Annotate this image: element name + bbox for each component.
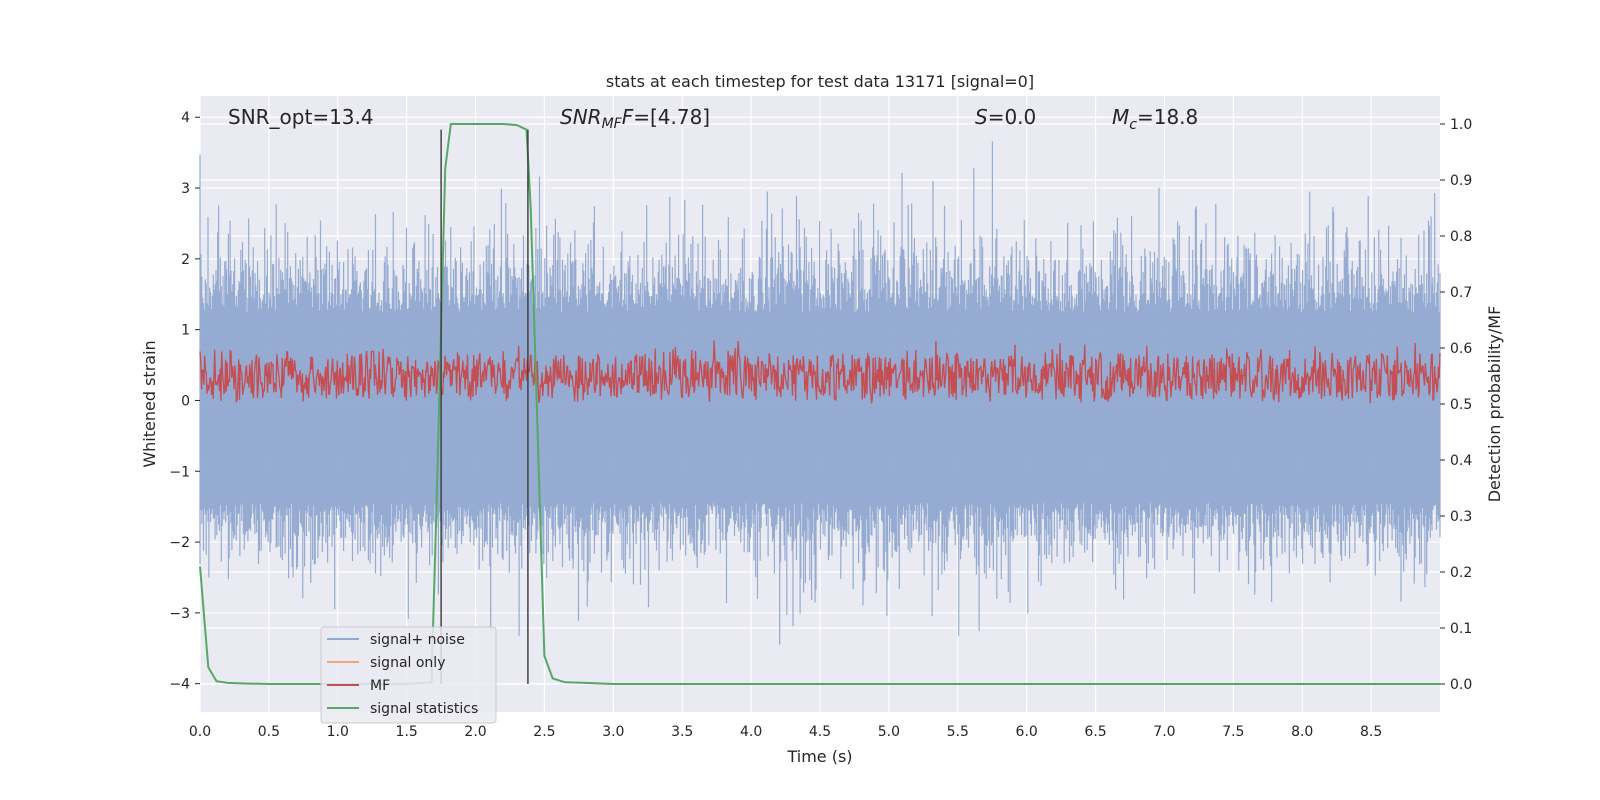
legend-label-signal-noise: signal+ noise: [370, 632, 465, 648]
y-right-tick-label-7: 0.3: [1450, 509, 1472, 525]
y-left-tick-label-0: 4: [181, 110, 190, 126]
y-right-tick-label-1: 0.9: [1450, 173, 1472, 189]
y-axis-right-ticks: 1.0 0.9 0.8 0.7 0.6 0.5 0.4 0.3 0.2 0.1 0.0: [1440, 117, 1472, 693]
x-tick-label-13: 6.5: [1084, 724, 1106, 740]
y-left-tick-label-5: −1: [169, 464, 190, 480]
y-left-tick-label-7: −3: [169, 606, 190, 622]
y-left-tick-label-1: 3: [181, 181, 190, 197]
x-tick-label-6: 3.0: [602, 724, 624, 740]
x-axis-ticks: 0.0 0.5 1.0 1.5 2.0 2.5 3.0 3.5 4.0 4.5 5.0 5.5 6.0 6…: [189, 724, 1382, 740]
x-tick-label-11: 5.5: [947, 724, 969, 740]
annotation-snr-mf: SNRMFF=[4.78]: [560, 105, 710, 132]
x-tick-label-17: 8.5: [1360, 724, 1382, 740]
y-left-tick-label-8: −4: [169, 677, 190, 693]
x-tick-label-7: 3.5: [671, 724, 693, 740]
y-axis-left-ticks: 4 3 2 1 0 −1 −2 −3 −4: [169, 110, 200, 693]
x-tick-label-2: 1.0: [327, 724, 349, 740]
x-tick-label-8: 4.0: [740, 724, 762, 740]
x-tick-label-15: 7.5: [1222, 724, 1244, 740]
legend-label-mf: MF: [370, 678, 390, 694]
x-tick-label-10: 5.0: [878, 724, 900, 740]
y-right-tick-label-5: 0.5: [1450, 397, 1472, 413]
x-tick-label-12: 6.0: [1016, 724, 1038, 740]
y-axis-left-label: Whitened strain: [140, 340, 159, 467]
y-right-tick-label-10: 0.0: [1450, 677, 1472, 693]
chart-title: stats at each timestep for test data 131…: [606, 72, 1034, 91]
x-tick-label-16: 8.0: [1291, 724, 1313, 740]
x-tick-label-14: 7.0: [1153, 724, 1175, 740]
y-axis-right-label: Detection probability/MF: [1485, 306, 1504, 503]
y-right-tick-label-6: 0.4: [1450, 453, 1472, 469]
y-left-tick-label-2: 2: [181, 252, 190, 268]
y-right-tick-label-4: 0.6: [1450, 341, 1472, 357]
x-tick-label-5: 2.5: [533, 724, 555, 740]
y-right-tick-label-2: 0.8: [1450, 229, 1472, 245]
y-right-tick-label-8: 0.2: [1450, 565, 1472, 581]
x-tick-label-9: 4.5: [809, 724, 831, 740]
legend: signal+ noise signal only MF signal stat…: [320, 626, 497, 724]
series-mf: [199, 340, 1441, 404]
legend-label-signal-statistics: signal statistics: [370, 701, 478, 717]
annotation-snr-opt: SNR_opt=13.4: [228, 105, 374, 129]
x-tick-label-0: 0.0: [189, 724, 211, 740]
y-left-tick-label-6: −2: [169, 535, 190, 551]
legend-label-signal-only: signal only: [370, 655, 445, 671]
y-right-tick-label-3: 0.7: [1450, 285, 1472, 301]
x-tick-label-1: 0.5: [258, 724, 280, 740]
legend-box: [320, 626, 497, 724]
annotation-s: S=0.0: [975, 105, 1036, 129]
vertical-markers: [440, 129, 529, 684]
mf-trace: [199, 340, 1441, 404]
y-left-tick-label-4: 0: [181, 393, 190, 409]
signal-statistics-trace: [199, 123, 1440, 685]
x-axis-label: Time (s): [786, 747, 852, 766]
x-tick-label-3: 1.5: [396, 724, 418, 740]
y-left-tick-label-3: 1: [181, 323, 190, 339]
series-signal-statistics: [199, 123, 1440, 685]
y-right-tick-label-9: 0.1: [1450, 621, 1472, 637]
annotation-mc: Mc=18.8: [1112, 105, 1198, 133]
y-right-tick-label-0: 1.0: [1450, 117, 1472, 133]
x-tick-label-4: 2.0: [464, 724, 486, 740]
